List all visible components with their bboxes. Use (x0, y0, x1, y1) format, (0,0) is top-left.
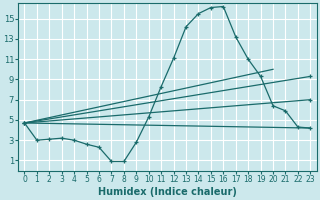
X-axis label: Humidex (Indice chaleur): Humidex (Indice chaleur) (98, 187, 237, 197)
